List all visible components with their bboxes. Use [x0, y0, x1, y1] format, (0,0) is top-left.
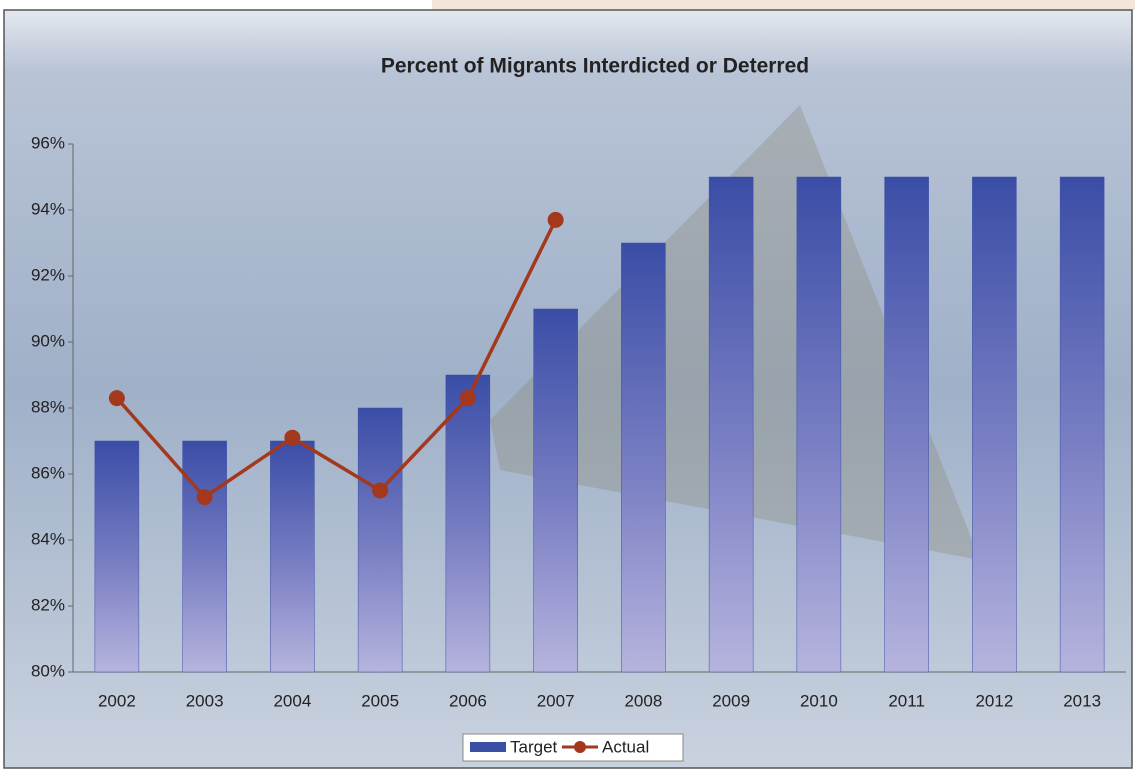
point: [372, 482, 389, 499]
bar: [708, 176, 754, 673]
bar: [621, 242, 666, 673]
bar: [533, 308, 578, 673]
bar: [94, 440, 140, 673]
x-tick-label: 2006: [449, 691, 487, 710]
y-tick-label: 96%: [31, 133, 65, 152]
x-tick-label: 2002: [98, 691, 136, 710]
point: [108, 390, 125, 407]
x-tick-label: 2003: [186, 691, 224, 710]
x-tick-label: 2010: [800, 691, 838, 710]
y-tick-label: 86%: [31, 463, 65, 482]
y-tick-label: 84%: [31, 529, 65, 548]
bar: [357, 407, 403, 673]
x-tick-label: 2011: [888, 691, 925, 710]
y-tick-label: 88%: [31, 397, 65, 416]
bar: [445, 374, 491, 673]
bar: [270, 440, 315, 673]
legend-label: Actual: [602, 737, 649, 756]
point: [196, 489, 213, 506]
x-tick-label: 2012: [975, 691, 1013, 710]
legend-swatch: [470, 742, 506, 752]
bar: [796, 176, 842, 673]
legend-swatch: [574, 741, 586, 753]
line: [115, 219, 558, 500]
point: [459, 390, 476, 407]
legend-label: Target: [510, 737, 558, 756]
bar: [972, 176, 1017, 673]
x-tick-label: 2009: [712, 691, 750, 710]
y-tick-label: 80%: [31, 661, 65, 680]
y-tick-label: 92%: [31, 265, 65, 284]
point: [284, 429, 301, 446]
x-tick-label: 2005: [361, 691, 399, 710]
chart-title: Percent of Migrants Interdicted or Deter…: [381, 55, 809, 78]
x-tick-label: 2013: [1063, 691, 1101, 710]
y-tick-label: 90%: [31, 331, 65, 350]
top-strip: [432, 0, 1135, 10]
x-tick-label: 2008: [624, 691, 662, 710]
x-tick-label: 2004: [273, 691, 311, 710]
x-tick-label: 2007: [537, 691, 575, 710]
y-tick-label: 82%: [31, 595, 65, 614]
bar: [884, 176, 929, 673]
point: [547, 211, 564, 228]
y-tick-label: 94%: [31, 199, 65, 218]
bar: [1059, 176, 1105, 673]
bar: [182, 440, 227, 673]
